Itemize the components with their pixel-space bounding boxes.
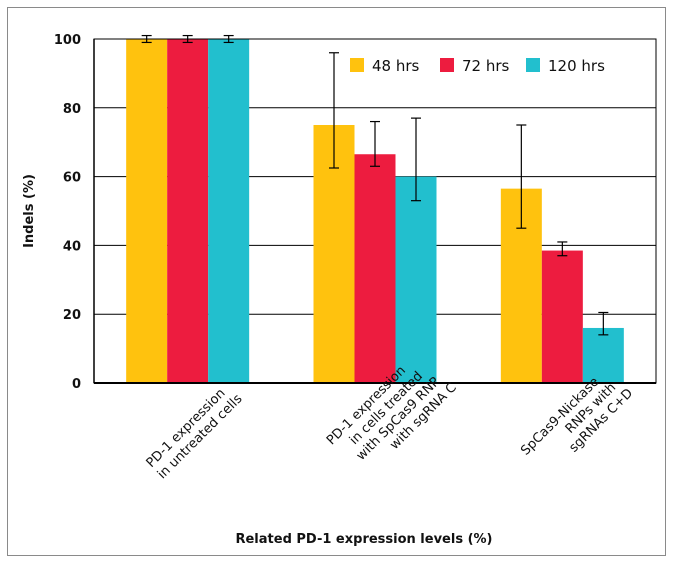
legend-label: 120 hrs: [548, 57, 605, 75]
bars: [126, 39, 624, 383]
axes: [93, 38, 657, 384]
legend: 48 hrs 72 hrs 120 hrs: [350, 57, 605, 75]
legend-label: 72 hrs: [462, 57, 510, 75]
bar-120-hrs-1: [395, 176, 437, 383]
bar-72-hrs-0: [167, 39, 209, 383]
legend-swatch-48-hrs: [350, 58, 364, 72]
y-tick-label: 80: [63, 102, 81, 117]
y-tick-label: 20: [63, 308, 81, 323]
x-axis-title: Related PD-1 expression levels (%): [235, 532, 492, 547]
legend-swatch-120-hrs: [526, 58, 540, 72]
legend-label: 48 hrs: [372, 57, 420, 75]
y-axis-title: Indels (%): [22, 174, 37, 248]
category-label-0: PD-1 expressionin untreated cells: [144, 380, 246, 482]
bar-120-hrs-2: [582, 327, 624, 383]
y-tick-label: 0: [72, 377, 81, 392]
error-bars: [141, 34, 609, 336]
bar-72-hrs-1: [354, 154, 396, 383]
bar-48-hrs-0: [126, 39, 168, 383]
y-tick-label: 100: [54, 33, 81, 48]
y-tick-labels: 0 20 40 60 80 100: [54, 33, 81, 392]
legend-swatch-72-hrs: [440, 58, 454, 72]
bar-120-hrs-0: [208, 39, 250, 383]
bar-72-hrs-2: [541, 250, 583, 383]
y-tick-label: 40: [63, 239, 81, 254]
y-tick-label: 60: [63, 171, 81, 186]
